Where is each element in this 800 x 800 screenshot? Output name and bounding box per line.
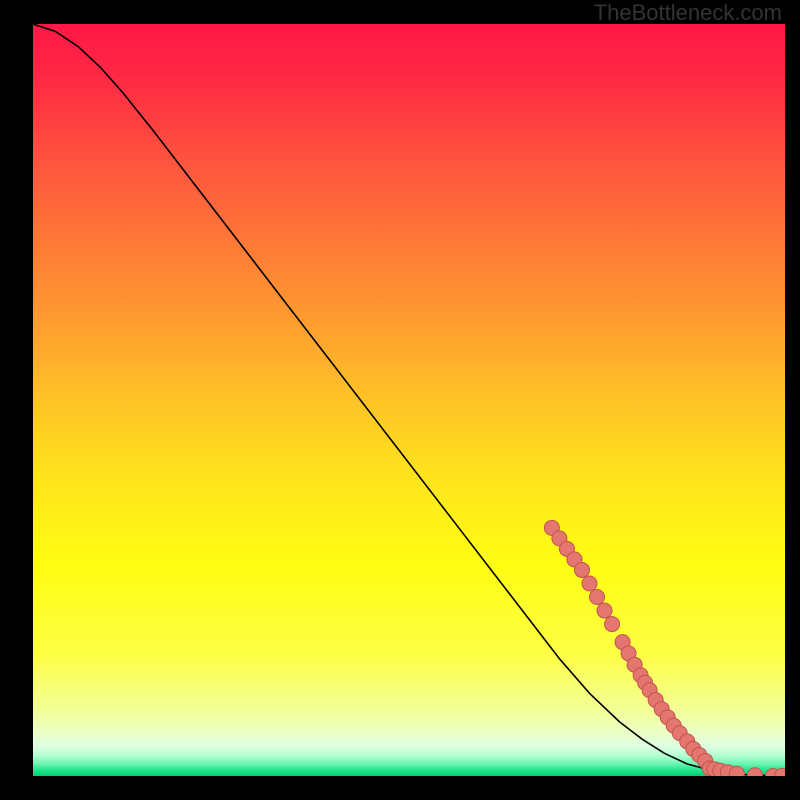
data-marker [590,590,605,605]
data-marker [605,617,620,632]
chart-canvas: TheBottleneck.com [0,0,800,800]
data-marker [582,576,597,591]
data-marker [574,562,589,577]
data-marker [729,766,744,776]
gradient-background [33,24,785,776]
data-marker [597,603,612,618]
plot-svg [33,24,785,776]
plot-area [33,24,785,776]
watermark-text: TheBottleneck.com [594,0,782,26]
